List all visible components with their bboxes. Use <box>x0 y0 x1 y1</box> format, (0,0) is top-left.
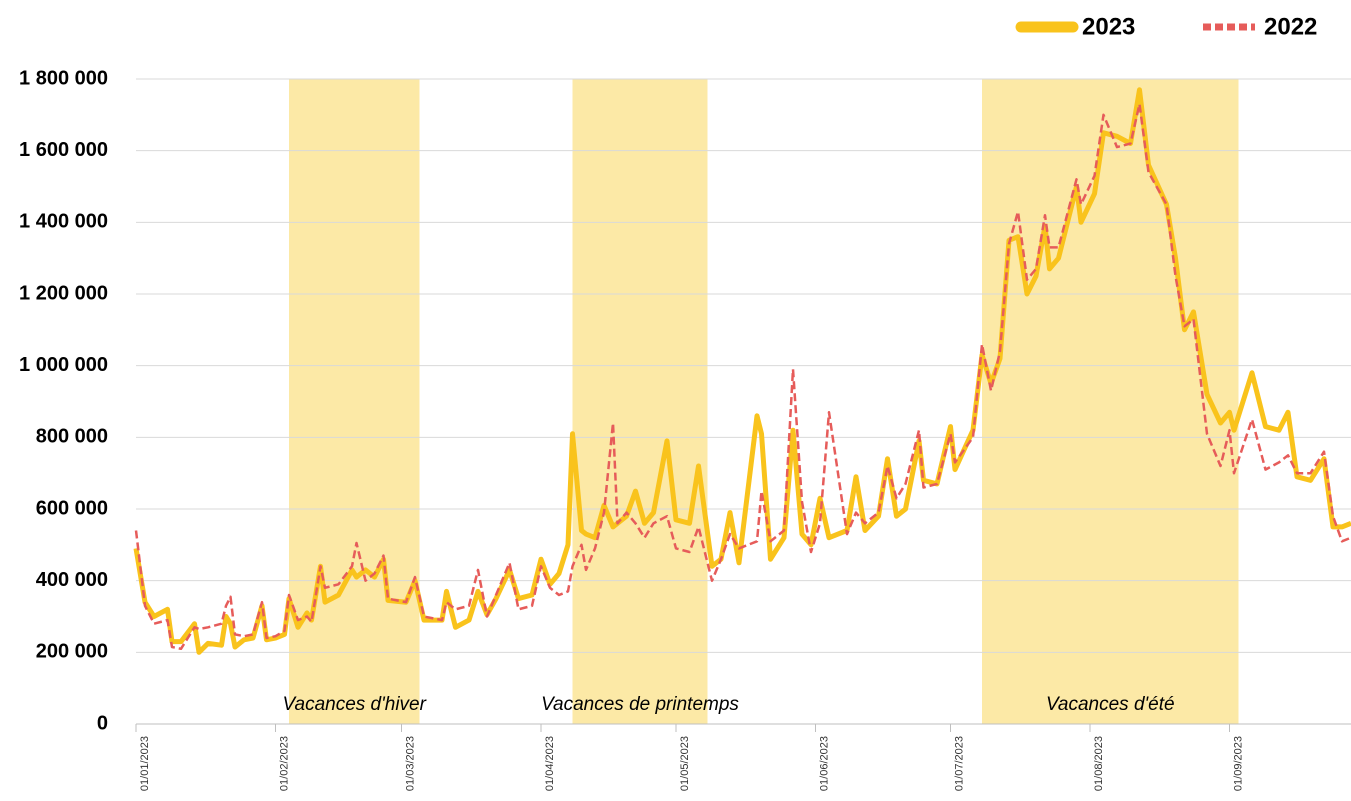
x-tick-label: 01/04/2023 <box>544 736 556 791</box>
y-tick-label: 800 000 <box>36 426 108 448</box>
holiday-band <box>572 79 708 724</box>
legend-label: 2023 <box>1082 13 1135 40</box>
band-label: Vacances d'hiver <box>283 694 427 715</box>
x-tick-label: 01/02/2023 <box>278 736 290 791</box>
y-tick-label: 600 000 <box>36 497 108 519</box>
holiday-band <box>289 79 420 724</box>
y-tick-label: 400 000 <box>36 569 108 591</box>
holiday-band <box>982 79 1239 724</box>
y-tick-label: 1 200 000 <box>19 282 108 304</box>
series-line <box>133 87 1351 655</box>
y-tick-label: 1 800 000 <box>19 67 108 89</box>
y-tick-label: 200 000 <box>36 641 108 663</box>
y-tick-label: 1 000 000 <box>19 354 108 376</box>
band-label: Vacances de printemps <box>541 694 739 715</box>
y-tick-label: 0 <box>97 712 108 734</box>
y-tick-label: 1 400 000 <box>19 211 108 233</box>
x-tick-label: 01/06/2023 <box>818 736 830 791</box>
series-line <box>134 102 1351 651</box>
x-tick-label: 01/01/2023 <box>139 736 151 791</box>
band-label: Vacances d'été <box>1046 694 1175 715</box>
x-tick-label: 01/07/2023 <box>953 736 965 791</box>
x-tick-label: 01/09/2023 <box>1232 736 1244 791</box>
y-tick-label: 1 600 000 <box>19 139 108 161</box>
x-tick-label: 01/03/2023 <box>404 736 416 791</box>
x-tick-label: 01/05/2023 <box>679 736 691 791</box>
x-tick-label: 01/08/2023 <box>1093 736 1105 791</box>
legend-label: 2022 <box>1264 13 1317 40</box>
